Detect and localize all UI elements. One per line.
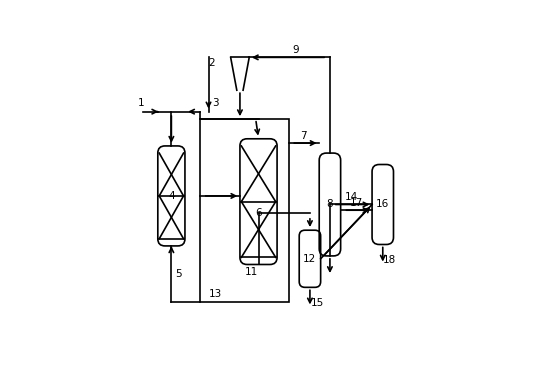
Text: 18: 18 [383, 255, 396, 265]
Text: 2: 2 [209, 58, 215, 68]
Text: 8: 8 [327, 200, 333, 210]
Text: 13: 13 [209, 289, 222, 299]
Text: 9: 9 [292, 45, 299, 55]
Text: 6: 6 [255, 208, 262, 218]
Text: 3: 3 [212, 98, 219, 108]
Bar [200, 119, 289, 302]
Text: 7: 7 [300, 131, 307, 141]
Text: 17: 17 [350, 198, 363, 208]
Text: 15: 15 [310, 298, 324, 308]
Text: 11: 11 [245, 267, 258, 277]
Text: 4: 4 [168, 191, 175, 201]
Text: 1: 1 [138, 98, 145, 108]
Text: 12: 12 [303, 254, 317, 264]
Text: 16: 16 [376, 200, 389, 210]
Text: 5: 5 [175, 269, 182, 279]
Text: 14: 14 [344, 192, 357, 202]
